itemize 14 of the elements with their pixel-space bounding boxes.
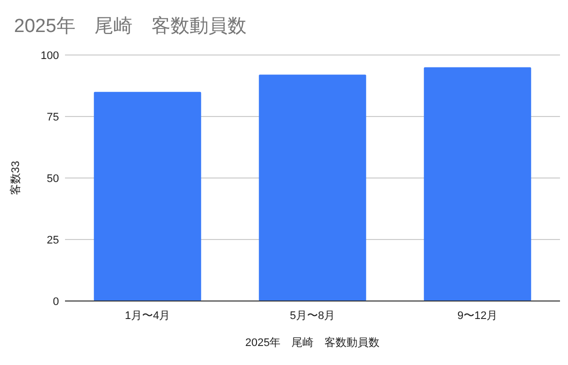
bar (424, 67, 532, 301)
chart-title: 2025年 尾崎 客数動員数 (14, 15, 246, 37)
y-tick-label: 50 (46, 173, 59, 185)
bar (258, 74, 366, 301)
x-tick-label: 5月〜8月 (290, 310, 336, 322)
y-tick-label: 100 (40, 50, 59, 62)
x-axis-title: 2025年 尾崎 客数動員数 (245, 336, 380, 349)
x-tick-label: 9〜12月 (457, 310, 498, 322)
bar (94, 92, 202, 301)
y-axis-title: 客数33 (9, 160, 22, 196)
x-tick-label: 1月〜4月 (124, 310, 170, 322)
y-tick-label: 0 (52, 296, 59, 308)
y-tick-label: 75 (46, 112, 59, 124)
y-tick-label: 25 (46, 234, 59, 246)
